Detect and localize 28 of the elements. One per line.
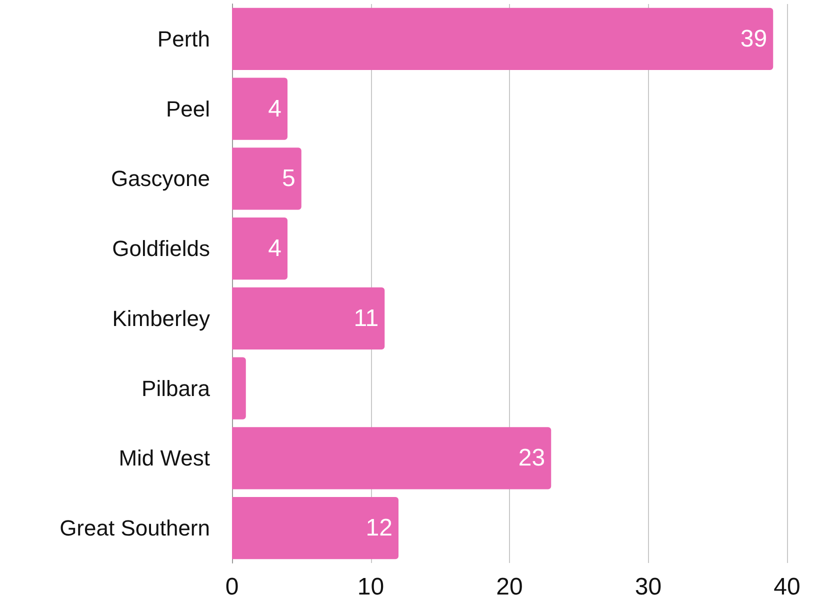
y-tick-label: Gascyone: [110, 166, 210, 192]
x-tick-label: 30: [634, 574, 662, 600]
bar: [232, 8, 774, 70]
bar: [232, 148, 302, 210]
y-tick-label: Perth: [157, 26, 210, 52]
data-label: 4: [268, 95, 282, 122]
y-tick-label: Peel: [166, 96, 210, 122]
y-tick-label: Pilbara: [142, 376, 211, 401]
bar: [232, 496, 398, 560]
y-tick-label: Goldfields: [112, 236, 210, 262]
bar: [232, 78, 288, 140]
bar: [232, 287, 385, 350]
y-tick-label: Mid West: [118, 446, 210, 471]
y-tick-label: Kimberley: [112, 306, 210, 331]
data-label: 11: [354, 304, 379, 332]
y-tick-label: Great Southern: [60, 516, 210, 541]
bar: [232, 427, 552, 490]
x-tick-label: 40: [774, 574, 800, 600]
data-label: 12: [366, 514, 392, 542]
x-tick-label: 0: [225, 574, 239, 600]
x-tick-label: 10: [357, 574, 384, 600]
data-label: 23: [518, 444, 546, 472]
bar: [232, 217, 288, 280]
data-label: 5: [282, 165, 296, 192]
x-tick-label: 20: [496, 574, 523, 600]
data-label: 39: [740, 25, 768, 52]
data-label: 4: [268, 235, 282, 262]
bar: [232, 357, 246, 420]
